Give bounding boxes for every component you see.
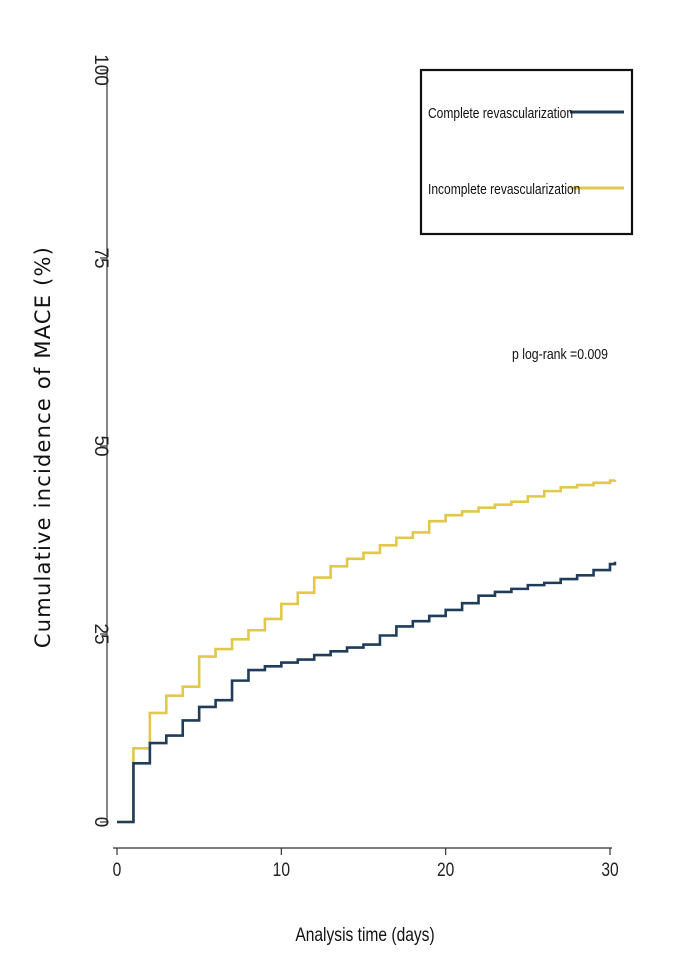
y-ticks: 0 25 50 75 100	[90, 54, 111, 827]
axes	[106, 70, 612, 849]
x-ticks: 0 10 20 30	[113, 848, 619, 880]
y-tick-label: 50	[90, 435, 111, 456]
series-layer	[117, 479, 617, 824]
legend: Complete revascularization Incomplete re…	[419, 68, 634, 236]
x-tick-label: 0	[113, 859, 122, 881]
y-axis-title: Cumulative incidence of MACE (%)	[31, 246, 55, 648]
legend-label-incomplete: Incomplete revascularization	[428, 181, 580, 197]
legend-box	[419, 68, 634, 236]
y-tick-label: 25	[90, 623, 111, 644]
x-tick-label: 20	[437, 859, 454, 881]
y-tick-label: 75	[90, 247, 111, 268]
pvalue-annotation: p log-rank =0.009	[512, 346, 608, 362]
x-tick-label: 30	[601, 859, 618, 881]
y-tick-label: 0	[90, 817, 111, 828]
legend-label-complete: Complete revascularization	[428, 105, 573, 121]
x-tick-label: 10	[273, 859, 290, 881]
series-line-incomplete	[117, 479, 617, 824]
x-axis-title: Analysis time (days)	[295, 924, 434, 946]
series-line-complete	[117, 561, 617, 824]
y-tick-label: 100	[90, 54, 111, 86]
